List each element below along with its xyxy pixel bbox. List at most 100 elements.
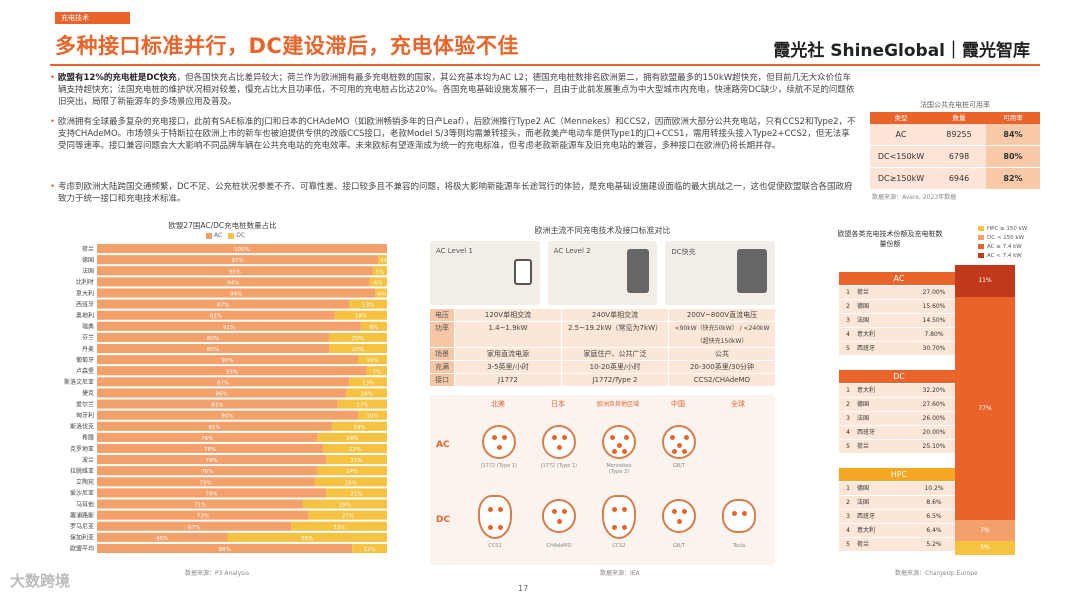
section-tag: 充电技术 <box>55 12 130 24</box>
plug-label: CHAdeMO <box>546 543 572 549</box>
ac-value-label: 79% <box>205 491 217 497</box>
region-label: 欧洲及其他区域 <box>596 401 639 408</box>
rank-row: 4 意大利 7.80% <box>839 327 959 341</box>
ac-bar <box>97 332 329 342</box>
category-label: 捷克 <box>82 389 94 397</box>
dc-bar <box>358 355 387 365</box>
wallbox-icon <box>627 249 650 293</box>
level-card-dc: DC快充 <box>665 241 776 305</box>
plug-label: GB/T <box>672 543 686 549</box>
ac-value-label: 75% <box>200 480 212 486</box>
dc-bar <box>360 321 387 331</box>
ac-bar <box>97 399 338 409</box>
dc-bar <box>372 266 387 276</box>
ac-value-label: 73% <box>197 514 209 520</box>
rank-row: 2 德国 27.60% <box>839 397 959 411</box>
mid-source: 数据来源：IEA <box>600 570 640 577</box>
category-label: 拉脱维亚 <box>70 467 94 475</box>
category-label: 卢森堡 <box>76 367 94 375</box>
ac-bar <box>97 299 350 309</box>
bullet-1: • 欧盟有12%的充电桩是DC快充，但各国快充占比差异较大；荷兰作为欧洲拥有最多充… <box>50 73 855 107</box>
ac-value-label: 79% <box>205 458 217 464</box>
dc-value-label: 12% <box>363 547 375 553</box>
category-label: 芬兰 <box>82 334 94 342</box>
dc-value-label: 10% <box>366 414 378 420</box>
dc-value-label: 21% <box>350 491 362 497</box>
rank-row: 5 荷兰 5.2% <box>839 537 959 551</box>
plug-diagram: 北美 日本 欧洲及其他区域 中国 全球 AC DC J1772 (Type 1)… <box>430 395 775 565</box>
category-label: 意大利 <box>76 289 94 297</box>
ac-value-label: 88% <box>218 547 230 553</box>
ac-value-label: 76% <box>201 469 213 475</box>
category-label: 爱沙尼亚 <box>70 489 94 497</box>
hpc-ranking: HPC 1 德国 10.2% 2 法国 8.6% 3 西班牙 6.5% 4 意大利 6.4% 5… <box>839 468 959 551</box>
stack-segment: 5% <box>955 540 1015 555</box>
category-label: 马耳他 <box>76 500 94 508</box>
stack-legend: HPC ≥ 150 kW DC < 150 kW AC ≥ 7.4 kW AC … <box>978 225 1027 261</box>
ac-bar <box>97 466 318 476</box>
stack-segment: 7% <box>955 520 1015 541</box>
dc-value-label: 29% <box>339 503 351 509</box>
dc-bar <box>369 277 387 287</box>
plug-label: Mennekes (Type 2) <box>606 463 632 475</box>
table-header: 类型 数量 可用率 <box>870 112 1040 124</box>
plug-icon <box>602 425 636 459</box>
ac-value-label: 90% <box>221 414 233 420</box>
plug-icon <box>478 495 512 539</box>
ac-value-label: 96% <box>230 292 242 298</box>
dc-bar <box>334 310 387 320</box>
page-title: 多种接口标准并行，DC建设滞后，充电体验不佳 <box>55 34 519 58</box>
ac-bar <box>97 410 358 420</box>
plug-label: Tesla <box>732 543 746 549</box>
category-label: 荷兰 <box>82 245 94 253</box>
rank-row: 1 荷兰 27.00% <box>839 285 959 299</box>
dc-bar <box>227 532 387 542</box>
bullet-2: • 欧洲拥有全球最多复杂的充电接口，此前有SAE标准的J口和日本的CHAdeMO（… <box>50 117 856 151</box>
dc-bar <box>331 421 387 431</box>
rank-row: 5 荷兰 25.10% <box>839 439 959 453</box>
rank-row: 3 西班牙 6.5% <box>839 509 959 523</box>
ac-value-label: 76% <box>201 436 213 442</box>
category-label: 欧盟平均 <box>70 545 94 553</box>
ac-bar <box>97 488 327 498</box>
connector-comparison: 欧洲主流不同充电技术及接口标准对比 AC Level 1 AC Level 2 … <box>430 225 776 575</box>
ac-value-label: 82% <box>210 314 222 320</box>
ac-bar <box>97 421 332 431</box>
right-source: 数据来源：ChargeUp Europe <box>895 570 978 577</box>
dc-value-label: 20% <box>352 347 364 353</box>
ac-bar <box>97 310 335 320</box>
ac-bar <box>97 499 303 509</box>
ac-bar <box>97 244 387 254</box>
plug-icon <box>542 425 576 459</box>
dc-bar <box>329 343 387 354</box>
table-row: DC<150kW 6798 80% <box>870 146 1040 168</box>
rank-row: 3 法国 14.50% <box>839 313 959 327</box>
plug-label: J1772 (Type 1) <box>481 463 517 469</box>
dc-value-label: 6% <box>374 280 383 286</box>
dc-value-label: 3% <box>380 258 389 264</box>
ac-value-label: 91% <box>223 325 235 331</box>
bullet-3: • 考虑到欧洲大陆跨国交通频繁，DC不足、公充桩状况参差不齐、可靠性差、接口较多且… <box>50 182 853 204</box>
dc-value-label: 10% <box>366 358 378 364</box>
rank-row: 4 西班牙 20.00% <box>839 425 959 439</box>
rank-row: 2 德国 15.60% <box>839 299 959 313</box>
ac-bar <box>97 255 379 265</box>
page-number: 17 <box>518 584 529 593</box>
ac-bar <box>97 443 324 454</box>
dc-value-label: 5% <box>375 269 384 275</box>
stack-segment: 11% <box>955 265 1015 297</box>
ac-bar <box>97 477 315 487</box>
dc-bar <box>317 432 387 442</box>
stack-segment: 77% <box>955 296 1015 521</box>
dc-bar <box>349 299 387 309</box>
dc-value-label: 24% <box>346 436 358 442</box>
category-label: 克罗地亚 <box>70 445 94 453</box>
dc-value-label: 9% <box>370 325 379 331</box>
spec-row: 场景 家用直流电源 家庭住户、公共广泛 公共 <box>430 348 775 361</box>
level-card-ac1: AC Level 1 <box>430 241 540 305</box>
category-label: 丹麦 <box>82 345 94 353</box>
dc-value-label: 20% <box>352 336 364 342</box>
ac-ranking: AC 1 荷兰 27.00% 2 德国 15.60% 3 法国 14.50% 4 意大利 7.8… <box>839 272 959 355</box>
dc-bar <box>375 288 387 298</box>
